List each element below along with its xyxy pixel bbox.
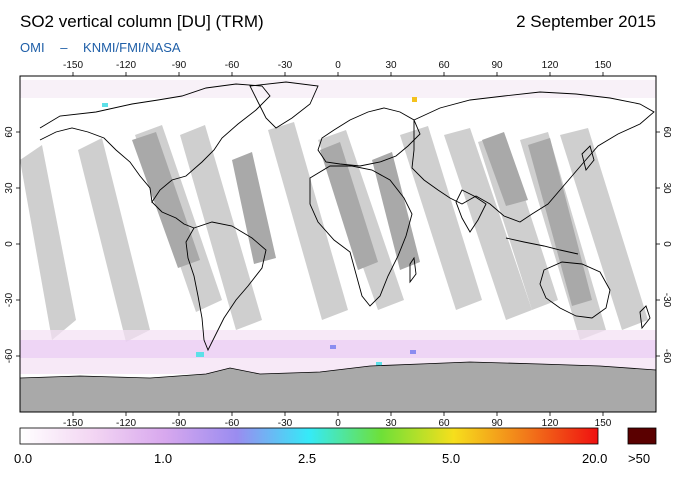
lat-ticks-left: 60 30 0 -30 -60 (4, 126, 20, 363)
lon-label-top: -90 (172, 60, 187, 71)
lon-ticks-top: -150 -120 -90 -60 -30 0 30 60 90 120 150 (63, 60, 612, 76)
colorbar-label-5: >50 (628, 451, 651, 466)
credit-agencies: KNMI/FMI/NASA (83, 40, 181, 55)
colorbar-label-1: 1.0 (154, 451, 173, 466)
lon-ticks-bottom: -150 -120 -90 -60 -30 0 30 60 90 120 150 (63, 412, 612, 429)
credit-separator: – (60, 40, 68, 55)
credit-instrument: OMI (20, 40, 45, 55)
map-date: 2 September 2015 (516, 12, 656, 31)
lon-label-bottom: 90 (491, 418, 503, 429)
orbit-swath (180, 125, 262, 330)
orbit-swath (400, 126, 482, 310)
orbit-swath (20, 145, 76, 340)
lon-label-top: -150 (63, 60, 83, 71)
coast-australia (539, 261, 611, 319)
coast-asia (411, 91, 655, 223)
orbit-swath (444, 128, 532, 320)
lat-label-right: 60 (661, 126, 672, 138)
lon-label-bottom: 0 (335, 418, 341, 429)
lon-label-bottom: -90 (172, 418, 187, 429)
lon-label-bottom: -30 (278, 418, 293, 429)
orbit-swath-dark (482, 132, 528, 206)
lat-label-left: 60 (4, 126, 15, 138)
lon-label-bottom: -60 (225, 418, 240, 429)
lat-label-left: -60 (4, 348, 15, 363)
coast-africa (309, 165, 413, 307)
coast-indonesia (505, 237, 579, 255)
coastlines (39, 81, 655, 352)
colorbar-label-3: 5.0 (442, 451, 461, 466)
lat-label-right: 0 (661, 241, 672, 247)
lat-label-left: 0 (4, 241, 15, 247)
map-title: SO2 vertical column [DU] (TRM) (20, 12, 264, 31)
lon-label-top: 30 (385, 60, 397, 71)
lon-label-bottom: -150 (63, 418, 83, 429)
colorbar-label-0: 0.0 (14, 451, 33, 466)
orbit-swath (78, 138, 150, 342)
coast-india (455, 189, 487, 233)
antarctica-region (20, 361, 656, 412)
lon-label-top: -30 (278, 60, 293, 71)
coast-europe (317, 107, 421, 167)
colorbar-label-2: 2.5 (298, 451, 317, 466)
colorbar-label-4: 20.0 (582, 451, 608, 466)
orbit-swath (560, 128, 648, 330)
lon-label-bottom: 30 (385, 418, 397, 429)
lon-label-bottom: 120 (542, 418, 559, 429)
lon-label-bottom: -120 (116, 418, 136, 429)
colorbar (19, 427, 599, 445)
coast-central-america (151, 201, 195, 229)
lon-label-top: 90 (491, 60, 503, 71)
map-layers (20, 80, 656, 412)
coast-north-america (39, 83, 271, 204)
lon-label-bottom: 60 (438, 418, 450, 429)
lon-label-top: 0 (335, 60, 341, 71)
lat-label-right: -30 (661, 293, 672, 308)
lon-label-top: -120 (116, 60, 136, 71)
lat-label-left: 30 (4, 182, 15, 194)
orbit-swath-dark (320, 142, 378, 270)
colorbar-overflow-swatch (627, 427, 657, 445)
lon-label-bottom: 150 (595, 418, 612, 429)
orbit-overlap-swaths (132, 132, 592, 306)
orbit-swath-dark (232, 152, 276, 264)
orbit-swath-dark (132, 132, 200, 268)
lon-label-top: 150 (595, 60, 612, 71)
lat-ticks-right: 60 30 0 -30 -60 (656, 126, 672, 364)
lat-label-right: -60 (661, 349, 672, 364)
credit-line: OMI – KNMI/FMI/NASA (20, 40, 193, 55)
coast-greenland (249, 81, 319, 129)
lat-label-left: -30 (4, 292, 15, 307)
lat-label-right: 30 (661, 182, 672, 194)
coast-new-zealand (639, 305, 651, 330)
orbit-swath-dark (372, 152, 420, 270)
lon-label-top: -60 (225, 60, 240, 71)
lon-label-top: 120 (542, 60, 559, 71)
coast-japan (581, 145, 595, 171)
orbit-swath (268, 122, 348, 320)
lon-label-top: 60 (438, 60, 450, 71)
orbit-swath-dark (528, 138, 592, 306)
retrieval-noise (20, 80, 656, 374)
coast-south-america (185, 221, 267, 352)
coast-madagascar (409, 256, 417, 284)
